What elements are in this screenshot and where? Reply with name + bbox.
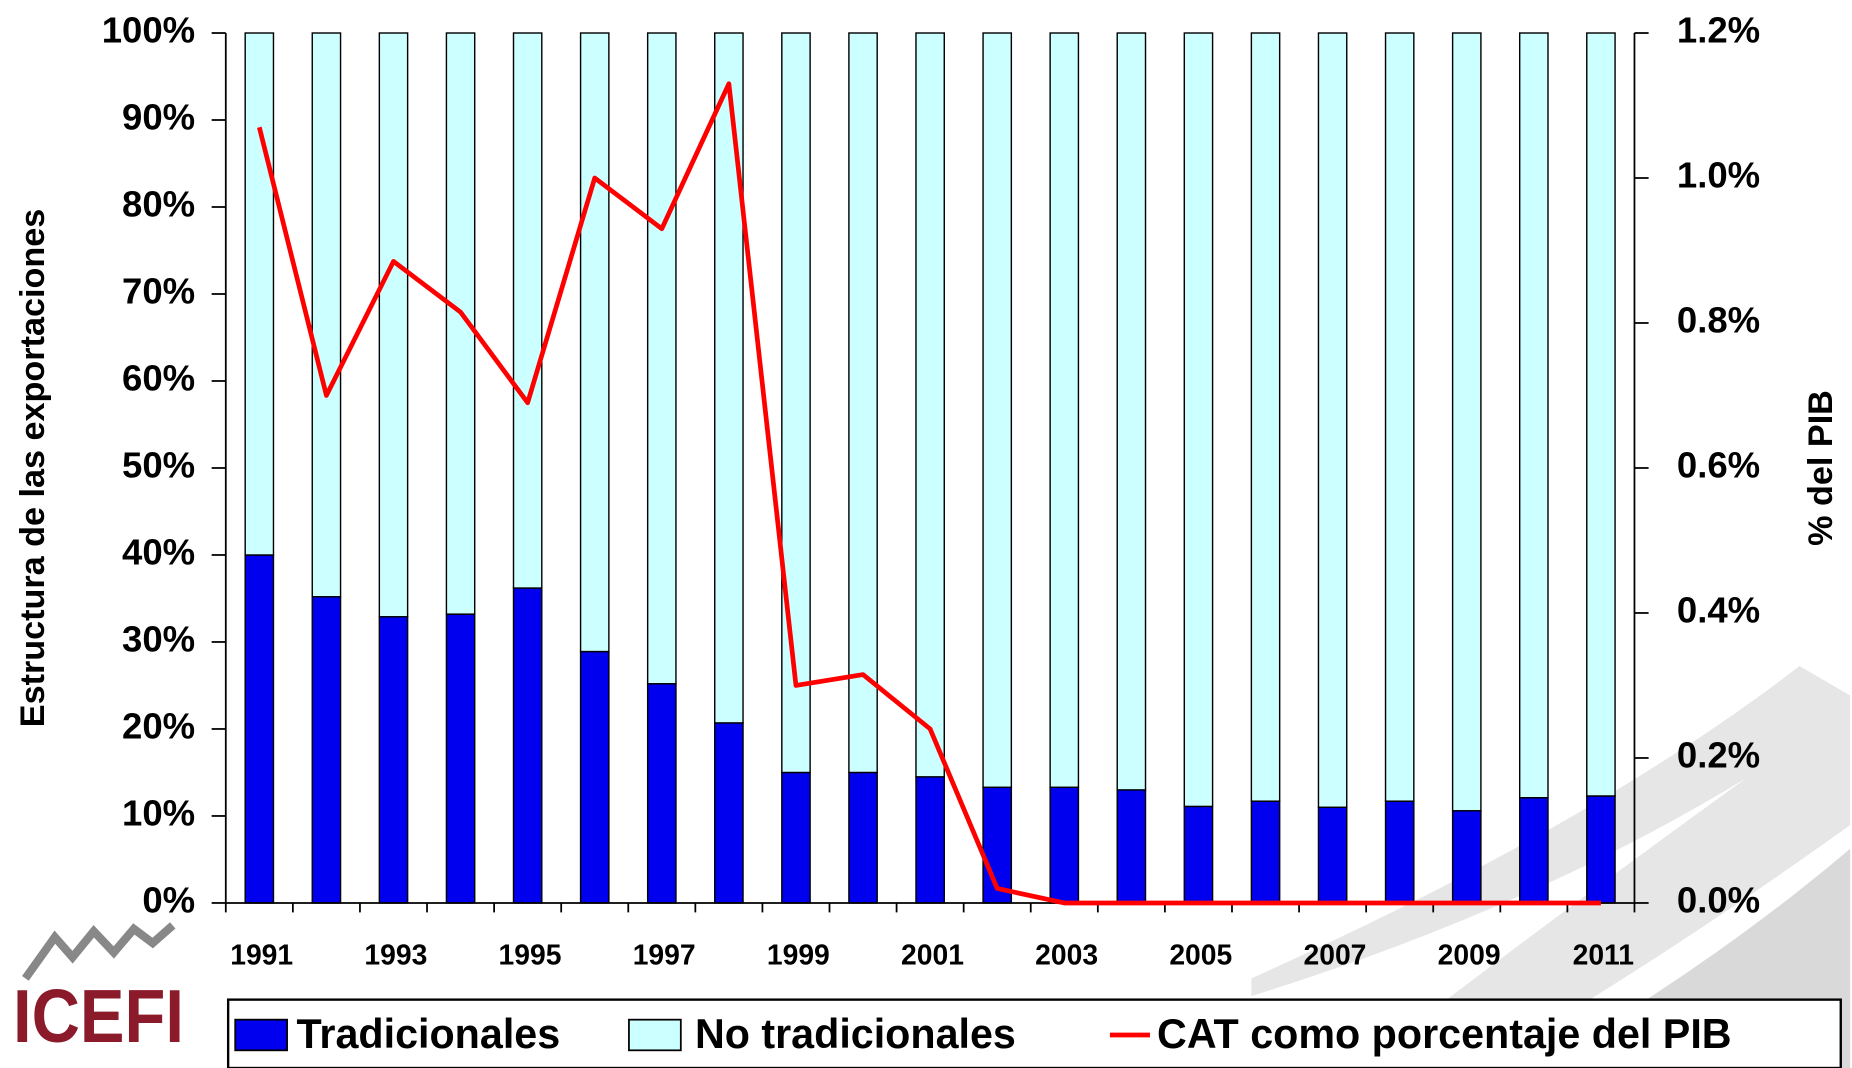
y-tick-label: 60% — [122, 358, 195, 399]
bar — [714, 32, 744, 724]
bar — [1049, 32, 1080, 788]
y2-tick-label: 0.2% — [1677, 735, 1760, 776]
bar — [445, 613, 476, 904]
x-tick-label: 1991 — [230, 939, 293, 971]
bar — [1384, 800, 1415, 904]
bar — [378, 616, 409, 904]
y2-tick-label: 1.0% — [1677, 155, 1760, 196]
x-tick-label: 1999 — [767, 939, 830, 971]
y-tick-label: 70% — [122, 271, 195, 312]
bar — [1317, 806, 1348, 904]
legend-label: No tradicionales — [695, 1011, 1016, 1057]
legend-label: Tradicionales — [297, 1011, 561, 1057]
y-tick-label: 80% — [122, 184, 195, 225]
bar — [1250, 800, 1281, 904]
bar — [1250, 32, 1281, 802]
bar — [579, 32, 610, 653]
bar — [311, 596, 342, 904]
bar — [1586, 32, 1616, 797]
bar — [646, 683, 677, 904]
logo-text: ICEFI — [13, 974, 184, 1058]
y-tick-label: 100% — [102, 10, 195, 51]
y2-tick-label: 0.4% — [1677, 590, 1760, 631]
x-tick-label: 2007 — [1304, 939, 1367, 971]
bar — [1183, 32, 1214, 808]
bar — [646, 32, 677, 685]
bar — [781, 771, 811, 904]
bar — [1384, 32, 1415, 802]
bar — [1317, 32, 1348, 808]
x-tick-label: 1997 — [633, 939, 696, 971]
legend-label: CAT como porcentaje del PIB — [1157, 1011, 1732, 1057]
bar — [378, 32, 409, 618]
y-tick-label: 90% — [122, 97, 195, 138]
x-tick-label: 2001 — [901, 939, 964, 971]
y-tick-label: 40% — [122, 532, 195, 573]
background-swoosh — [1251, 666, 1851, 1068]
bar — [848, 771, 878, 904]
x-tick-label: 2005 — [1169, 939, 1232, 971]
bar — [915, 776, 945, 904]
bar — [781, 32, 811, 774]
x-tick-label: 2009 — [1438, 939, 1501, 971]
bar — [848, 32, 878, 774]
y-axis-label: Estructura de las exportaciones — [14, 209, 52, 727]
bar — [1451, 810, 1482, 904]
bar — [1116, 32, 1147, 791]
bar — [1518, 796, 1549, 904]
y-tick-label: 20% — [122, 706, 195, 747]
bar — [512, 32, 543, 589]
bar — [714, 722, 744, 904]
bar — [311, 32, 342, 598]
bar — [244, 554, 275, 904]
bar — [512, 587, 543, 904]
y-tick-label: 50% — [122, 445, 195, 486]
y2-tick-label: 0.6% — [1677, 445, 1760, 486]
legend-box — [226, 998, 1842, 1068]
y-tick-label: 0% — [142, 880, 195, 921]
y-tick-label: 10% — [122, 793, 195, 834]
bar — [982, 32, 1013, 788]
y-tick-label: 30% — [122, 619, 195, 660]
y2-tick-label: 0.8% — [1677, 300, 1760, 341]
bar — [1518, 32, 1549, 799]
bar — [244, 32, 275, 556]
x-tick-label: 2003 — [1035, 939, 1098, 971]
x-tick-label: 1993 — [364, 939, 427, 971]
y2-tick-label: 0.0% — [1677, 880, 1760, 921]
x-tick-label: 2011 — [1573, 939, 1634, 971]
bar — [915, 32, 945, 778]
bar — [1183, 805, 1214, 904]
bar — [1586, 795, 1616, 904]
y2-tick-label: 1.2% — [1677, 10, 1760, 51]
legend-swatch — [234, 1018, 288, 1052]
y2-axis-label: % del PIB — [1802, 390, 1840, 546]
bar — [1049, 786, 1080, 904]
bar — [1116, 789, 1147, 904]
line — [257, 81, 1601, 906]
bar — [579, 650, 610, 904]
bar — [1451, 32, 1482, 812]
logo-mark — [22, 922, 176, 981]
x-tick-label: 1995 — [499, 939, 562, 971]
legend-swatch — [628, 1018, 682, 1052]
